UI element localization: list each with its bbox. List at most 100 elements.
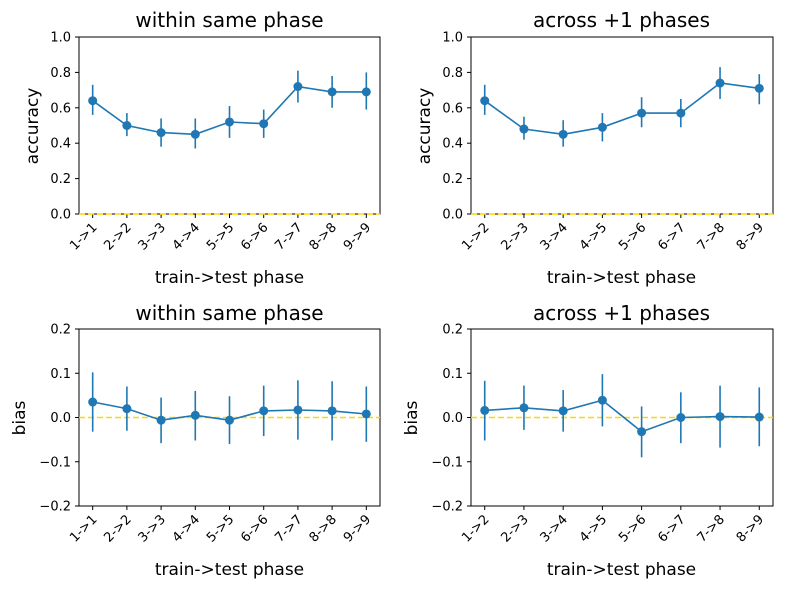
y-tick-label: 0.4	[50, 137, 71, 152]
x-axis-label: train->test phase	[547, 560, 696, 580]
y-tick-label: 0.6	[50, 101, 71, 116]
x-tick-label: 7->8	[695, 220, 728, 253]
plot-frame	[470, 36, 774, 215]
y-tick-label: 0.2	[50, 172, 71, 187]
y-tick-label: 0.2	[442, 323, 463, 338]
data-point	[361, 409, 371, 419]
panel-title: within same phase	[135, 301, 323, 325]
plot-area: 0.0 0.2 0.4 0.6 0.8 1.0 1->2 2->3 3->4 4->5 5->6 6-…	[442, 31, 774, 254]
data-point	[597, 122, 607, 132]
data-point	[122, 404, 132, 414]
data-point	[327, 406, 337, 416]
x-axis-label: train->test phase	[155, 560, 304, 580]
data-point	[122, 121, 132, 130]
series-line	[484, 399, 760, 433]
x-tick-label: 8->8	[307, 220, 340, 253]
x-tick-label: 8->8	[307, 512, 340, 545]
data-point	[88, 397, 98, 407]
y-tick-label: −0.2	[431, 500, 463, 515]
y-tick-label: 0.0	[50, 208, 71, 223]
y-axis-label: bias	[402, 400, 422, 435]
x-tick-label: 9->9	[341, 220, 374, 253]
data-point	[156, 415, 166, 425]
data-point	[190, 129, 200, 139]
x-axis-label: train->test phase	[547, 268, 696, 288]
data-point	[519, 403, 529, 413]
x-tick-label: 3->3	[136, 512, 169, 545]
data-point	[225, 415, 234, 425]
y-tick-label: 0.1	[442, 367, 463, 382]
x-axis-label: train->test phase	[155, 268, 304, 288]
x-tick-label: 6->6	[238, 512, 271, 545]
panel-accuracy-within: within same phase accuracy train->test p…	[23, 8, 324, 288]
y-tick-label: −0.2	[39, 500, 71, 515]
data-point	[293, 405, 303, 415]
y-axis-label: accuracy	[415, 88, 435, 165]
data-point	[480, 96, 490, 106]
y-tick-label: 0.6	[442, 101, 463, 116]
y-tick-label: 0.0	[442, 208, 463, 223]
data-point	[259, 406, 269, 416]
x-tick-label: 2->2	[101, 512, 134, 545]
x-tick-label: 3->4	[538, 512, 571, 545]
x-tick-label: 8->9	[734, 512, 767, 545]
data-point	[754, 412, 764, 422]
data-point	[88, 96, 98, 106]
data-point	[637, 427, 647, 437]
y-axis-label: accuracy	[23, 88, 43, 165]
x-tick-label: 5->5	[204, 220, 237, 253]
x-tick-label: 6->7	[655, 220, 688, 253]
x-tick-label: 3->4	[538, 220, 571, 253]
y-tick-label: 0.8	[442, 66, 463, 81]
data-point	[676, 413, 686, 422]
data-point	[361, 87, 371, 97]
x-tick-label: 2->2	[101, 220, 134, 253]
data-point	[558, 406, 568, 416]
y-tick-label: 1.0	[50, 31, 71, 46]
x-tick-label: 5->6	[616, 220, 649, 253]
x-tick-label: 6->7	[655, 512, 688, 545]
y-tick-label: 0.2	[50, 323, 71, 338]
plot-area: 0.0 0.2 0.4 0.6 0.8 1.0 1->1 2->2 3->3 4->4 5->5 6-…	[50, 31, 381, 254]
data-point	[190, 410, 200, 420]
y-tick-label: 0.0	[442, 411, 463, 426]
x-tick-label: 5->6	[616, 512, 649, 545]
data-point	[519, 124, 529, 134]
panel-bias-within: within same phase bias train->test phase	[10, 301, 324, 580]
y-axis-label: bias	[10, 400, 30, 435]
y-tick-label: 0.4	[442, 137, 463, 152]
x-tick-label: 4->4	[170, 512, 203, 545]
data-point	[715, 412, 725, 422]
y-tick-label: 0.8	[50, 66, 71, 81]
data-point	[637, 108, 647, 118]
plot-area: −0.2 −0.1 0.0 0.1 0.2 1->2 2->3 3->4 4->5 5->6 6->…	[431, 323, 774, 546]
x-tick-label: 2->3	[498, 512, 531, 545]
data-point	[754, 83, 764, 93]
data-point	[597, 395, 607, 405]
x-tick-label: 3->3	[136, 220, 169, 253]
x-tick-label: 1->1	[67, 512, 100, 545]
y-tick-label: −0.1	[431, 455, 463, 470]
y-tick-label: 0.0	[50, 411, 71, 426]
y-tick-label: −0.1	[39, 455, 71, 470]
x-tick-label: 4->5	[577, 512, 610, 545]
data-point	[558, 129, 568, 139]
data-point	[715, 78, 725, 88]
y-tick-label: 0.1	[50, 367, 71, 382]
data-point	[156, 128, 166, 138]
data-point	[676, 108, 686, 118]
panel-accuracy-across: across +1 phases accuracy train->test ph…	[415, 8, 710, 288]
data-point	[293, 82, 303, 92]
data-point	[225, 117, 234, 127]
panel-title: across +1 phases	[533, 8, 710, 32]
x-tick-label: 5->5	[204, 512, 237, 545]
data-point	[480, 405, 490, 415]
x-tick-label: 6->6	[238, 220, 271, 253]
x-tick-label: 8->9	[734, 220, 767, 253]
x-tick-label: 4->5	[577, 220, 610, 253]
panel-bias-across: across +1 phases bias train->test phase	[402, 301, 710, 580]
x-tick-label: 2->3	[498, 220, 531, 253]
panel-title: across +1 phases	[533, 301, 710, 325]
x-tick-label: 4->4	[170, 220, 203, 253]
